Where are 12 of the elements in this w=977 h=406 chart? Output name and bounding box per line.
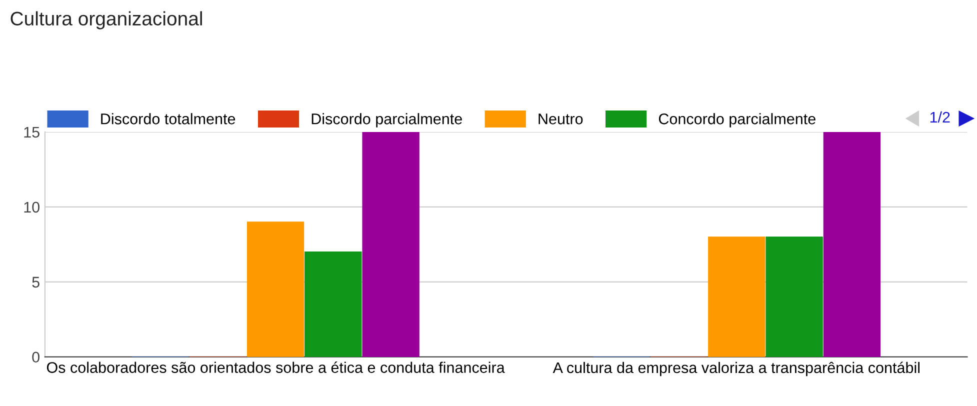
x-tick-label: A cultura da empresa valoriza a transparência contábil (552, 362, 920, 376)
chart-title: Cultura organizacional (10, 11, 202, 30)
x-tick-label: Os colaboradores são orientados sobre a ética e conduta financeira (46, 362, 505, 373)
legend-label: Neutro (538, 114, 583, 124)
y-tick-label: 5 (32, 276, 40, 288)
y-tick-label: 0 (32, 352, 40, 363)
legend-label: Discordo parcialmente (312, 113, 462, 128)
y-tick-label: 10 (24, 202, 40, 213)
y-tick-label: 15 (24, 126, 40, 138)
legend-label: Discordo totalmente (101, 113, 236, 124)
text: 1/2 (930, 111, 950, 123)
legend-label: Concordo parcialmente (658, 113, 816, 128)
